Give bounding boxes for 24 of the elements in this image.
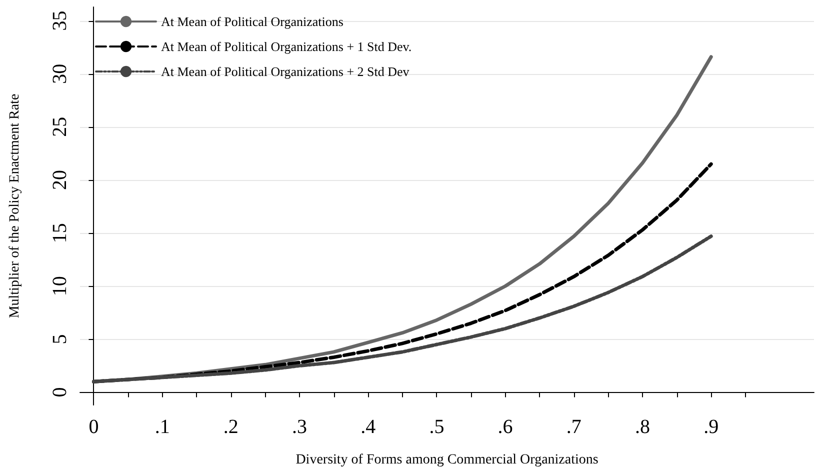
y-tick-label: 10 [49, 276, 71, 296]
x-tick-label: .7 [566, 416, 582, 438]
y-tick-label: 25 [49, 116, 71, 137]
y-axis-title: Multiplier of the Policy Enactment Rate [8, 94, 22, 318]
y-tick-label: 0 [49, 387, 71, 398]
x-tick-label: .4 [360, 416, 376, 438]
y-tick-label: 30 [49, 64, 71, 84]
x-tick-label: .2 [223, 416, 238, 438]
x-tick-label: .6 [498, 416, 513, 438]
legend-label: At Mean of Political Organizations [161, 14, 344, 29]
legend-label: At Mean of Political Organizations + 1 Std Dev. [161, 39, 412, 54]
x-tick-label: 0 [88, 416, 99, 438]
y-tick-label: 20 [49, 170, 71, 190]
legend-label: At Mean of Political Organizations + 2 Std Dev [161, 64, 410, 79]
x-tick-label: .5 [429, 416, 444, 438]
x-tick-label: .9 [704, 416, 719, 438]
y-tick-label: 5 [49, 334, 71, 344]
y-tick-label: 15 [49, 223, 71, 244]
y-tick-label: 35 [49, 10, 71, 31]
x-tick-label: .1 [154, 416, 170, 438]
x-tick-label: .3 [292, 416, 308, 438]
x-axis-title: Diversity of Forms among Commercial Organizations [296, 452, 598, 468]
x-tick-label: .8 [635, 416, 650, 438]
line-series [92, 234, 713, 384]
